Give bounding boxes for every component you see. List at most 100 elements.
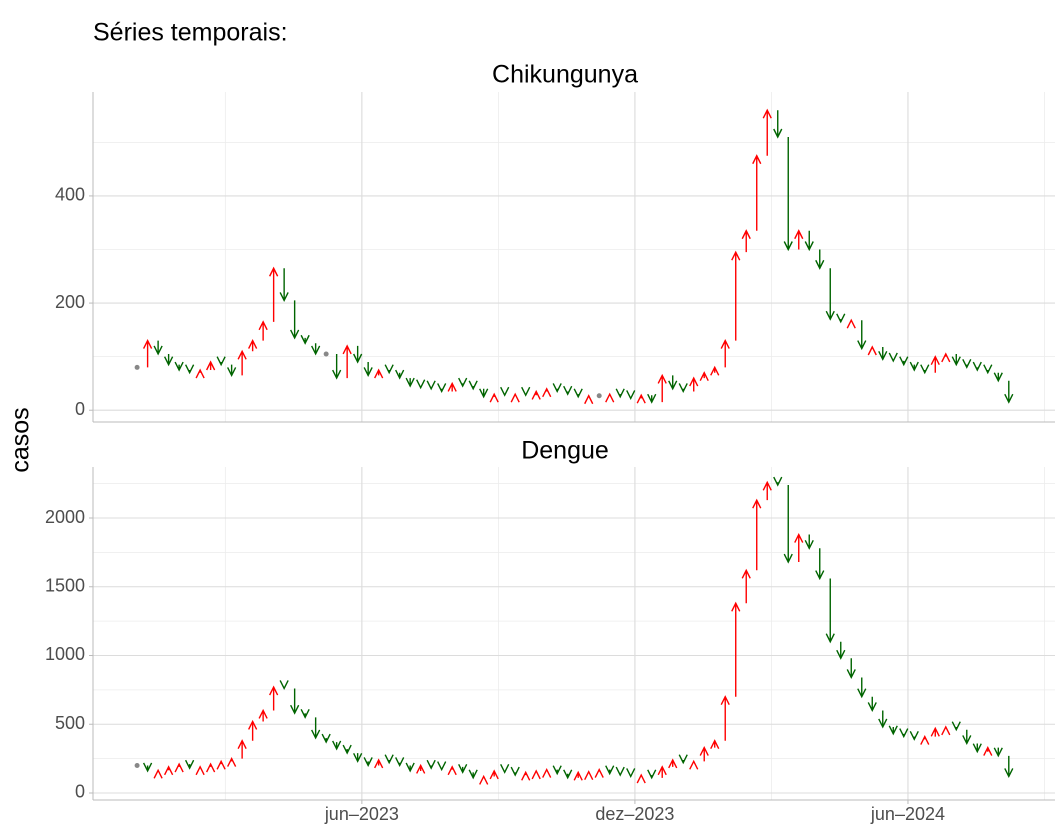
y-tick-label: 2000 bbox=[45, 507, 85, 527]
arrow bbox=[794, 532, 804, 563]
arrow bbox=[426, 759, 436, 770]
arrow bbox=[458, 377, 468, 388]
arrow bbox=[783, 137, 793, 252]
arrow bbox=[836, 313, 846, 324]
arrow bbox=[794, 229, 804, 250]
arrow bbox=[636, 393, 646, 404]
arrow bbox=[363, 757, 373, 768]
y-tick-label: 500 bbox=[55, 713, 85, 733]
arrow bbox=[605, 392, 615, 403]
arrow bbox=[1004, 380, 1014, 404]
arrow bbox=[195, 765, 205, 776]
arrow bbox=[510, 766, 520, 777]
arrow bbox=[951, 721, 961, 732]
arrow bbox=[269, 685, 279, 711]
arrow bbox=[195, 368, 205, 379]
arrow bbox=[153, 340, 163, 356]
arrow bbox=[846, 318, 856, 329]
arrow bbox=[720, 695, 730, 741]
panel-title: Chikungunya bbox=[492, 61, 638, 89]
arrow bbox=[783, 485, 793, 564]
arrow bbox=[920, 364, 930, 375]
arrow bbox=[332, 740, 342, 751]
arrow bbox=[184, 759, 195, 770]
arrow bbox=[563, 385, 573, 396]
arrow bbox=[741, 229, 751, 253]
arrow bbox=[468, 380, 478, 391]
y-tick-label: 400 bbox=[55, 185, 85, 205]
arrow bbox=[205, 762, 216, 773]
arrow bbox=[615, 766, 625, 777]
arrow bbox=[699, 371, 709, 382]
arrow bbox=[384, 754, 394, 765]
y-tick-label: 0 bbox=[75, 399, 85, 419]
arrow bbox=[993, 372, 1003, 383]
arrow bbox=[773, 476, 783, 487]
y-tick-label: 1500 bbox=[45, 576, 85, 596]
arrow bbox=[500, 386, 510, 397]
arrow bbox=[531, 769, 541, 780]
arrow bbox=[248, 339, 258, 352]
arrow bbox=[962, 359, 972, 369]
arrow bbox=[437, 383, 447, 394]
arrow bbox=[762, 108, 772, 156]
arrow bbox=[300, 334, 310, 345]
arrow bbox=[878, 710, 888, 729]
arrow bbox=[815, 548, 825, 581]
arrow bbox=[258, 708, 268, 722]
arrow bbox=[163, 765, 174, 776]
y-tick-label: 1000 bbox=[45, 644, 85, 664]
arrow bbox=[552, 383, 562, 394]
arrow bbox=[227, 364, 237, 377]
arrow bbox=[857, 677, 867, 699]
arrow bbox=[395, 757, 405, 768]
arrow bbox=[353, 345, 363, 364]
arrow bbox=[573, 770, 583, 781]
arrow bbox=[983, 746, 993, 756]
arrow bbox=[584, 394, 594, 405]
y-axis-label: casos bbox=[7, 407, 35, 472]
arrow bbox=[804, 230, 814, 252]
arrow bbox=[311, 717, 321, 740]
arrow bbox=[374, 758, 384, 769]
arrow bbox=[279, 680, 289, 691]
arrow bbox=[626, 390, 636, 400]
arrow bbox=[647, 393, 657, 404]
arrow bbox=[752, 498, 762, 571]
arrow bbox=[720, 339, 730, 368]
arrow bbox=[552, 765, 562, 776]
arrow bbox=[437, 761, 447, 772]
arrow bbox=[489, 769, 499, 780]
arrow bbox=[258, 320, 268, 341]
arrow bbox=[878, 347, 888, 361]
y-tick-label: 0 bbox=[75, 782, 85, 802]
point bbox=[596, 393, 602, 399]
arrow bbox=[710, 739, 720, 750]
arrow bbox=[605, 765, 615, 776]
arrow bbox=[332, 353, 342, 380]
arrow bbox=[216, 759, 226, 770]
arrow bbox=[405, 762, 415, 773]
arrow bbox=[405, 377, 415, 388]
arrow bbox=[930, 726, 940, 737]
arrow bbox=[626, 768, 636, 779]
point bbox=[323, 351, 329, 357]
arrow bbox=[468, 769, 478, 780]
arrow bbox=[510, 392, 520, 403]
arrow bbox=[678, 383, 688, 394]
arrow bbox=[657, 765, 667, 778]
arrow bbox=[269, 266, 279, 322]
arrow bbox=[1004, 755, 1014, 779]
arrow bbox=[636, 773, 646, 784]
arrow bbox=[846, 658, 856, 680]
arrow bbox=[458, 764, 468, 774]
arrow bbox=[584, 770, 594, 780]
arrow bbox=[563, 769, 573, 780]
arrow bbox=[699, 746, 709, 762]
arrow bbox=[888, 725, 898, 736]
arrow bbox=[205, 360, 216, 371]
arrow bbox=[941, 352, 951, 363]
arrow bbox=[867, 696, 877, 713]
arrow bbox=[972, 743, 982, 754]
